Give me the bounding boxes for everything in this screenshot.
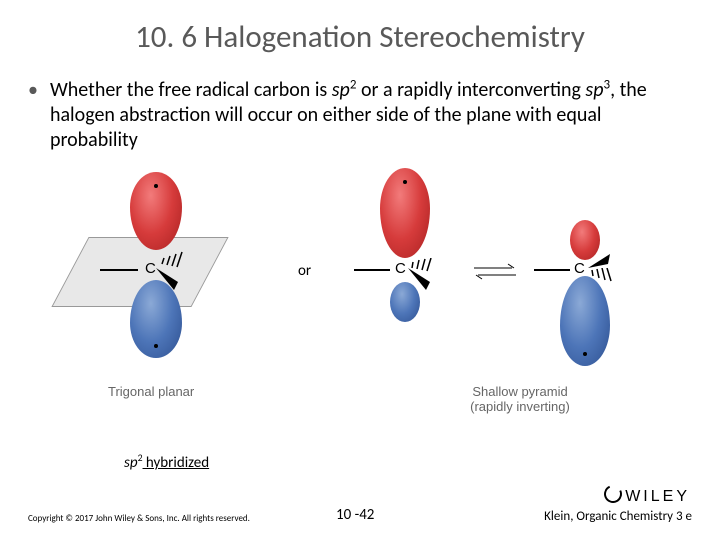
bond-line [354,269,390,271]
hash-bond [408,258,438,274]
caption-shallow: Shallow pyramid (rapidly inverting) [440,384,600,414]
footer: Copyright © 2017 John Wiley & Sons, Inc.… [0,498,720,528]
wedge-bond [156,268,182,290]
bullet-item: • Whether the free radical carbon is sp2… [0,56,720,153]
copyright-text: Copyright © 2017 John Wiley & Sons, Inc.… [28,513,250,524]
page-number: 10 -42 [336,506,374,524]
caption-trigonal: Trigonal planar [108,384,194,399]
sp2-hybridized-label: sp2 hybridized [124,454,209,472]
orbital-diagram: C Trigonal planar or C C [40,172,680,412]
slide-title: 10. 6 Halogenation Stereochemistry [0,0,720,56]
bullet-marker: • [28,78,38,153]
book-title: Klein, Organic Chemistry 3 e [544,509,692,524]
radical-dot [154,344,158,348]
carbon-label: C [395,260,406,277]
bond-line [100,269,138,271]
or-label: or [298,262,311,280]
hash-bond [588,268,618,284]
radical-dot [403,180,407,184]
hash-bond [158,250,188,268]
bullet-text: Whether the free radical carbon is sp2 o… [50,78,684,153]
carbon-label: C [574,260,585,277]
bond-line [534,269,570,271]
carbon-label: C [145,260,156,277]
equilibrium-arrows [470,262,520,287]
radical-dot [583,352,587,356]
radical-dot [154,184,158,188]
wiley-logo: WILEY [604,485,690,506]
